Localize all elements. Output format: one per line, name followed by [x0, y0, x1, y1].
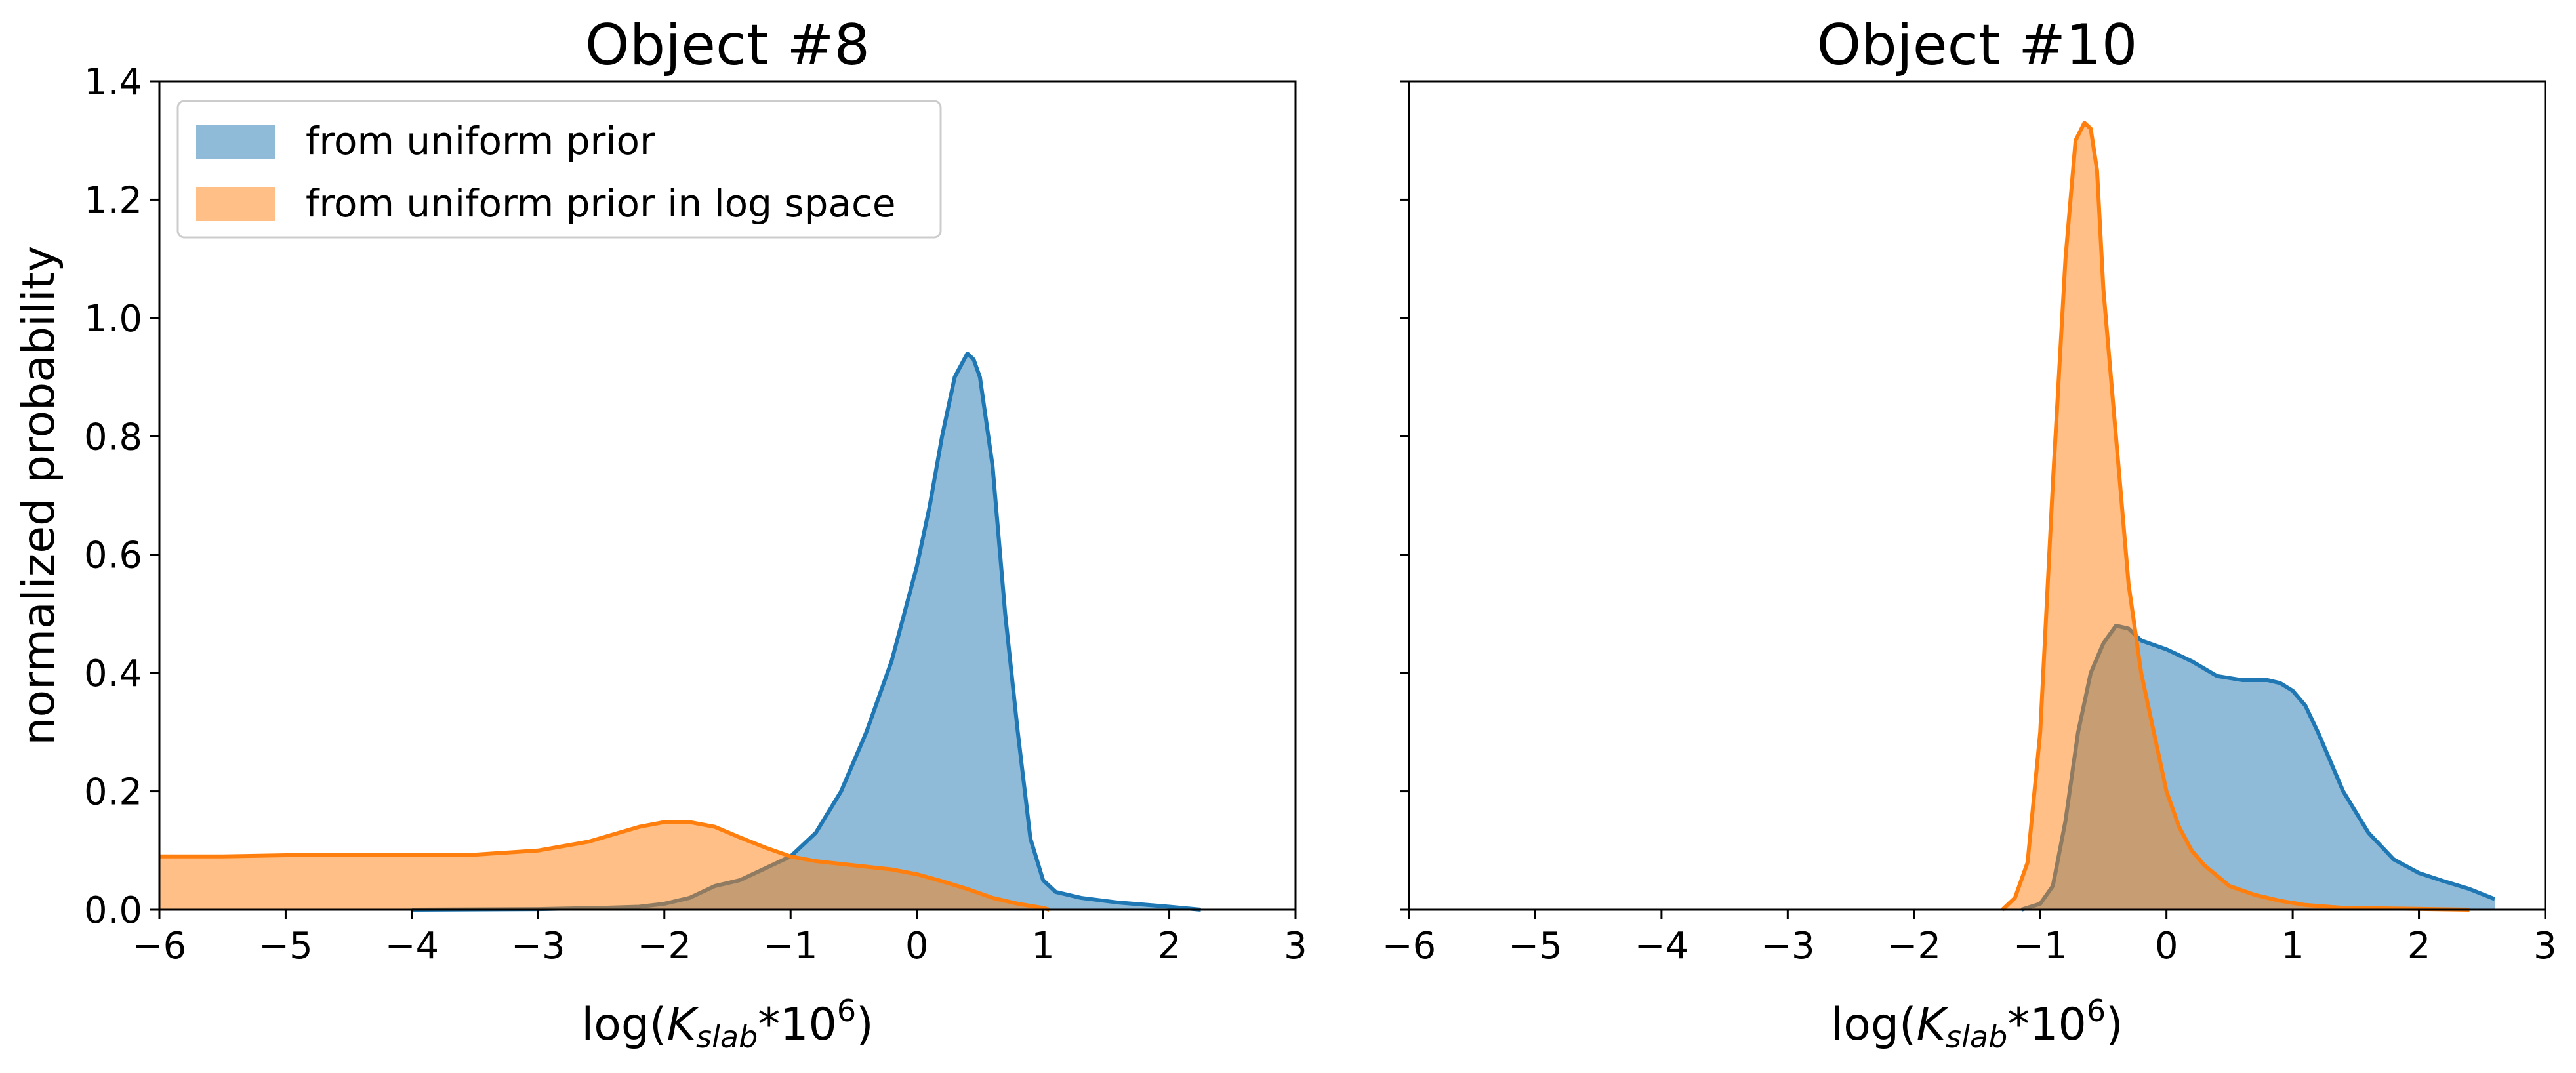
x-tick-label: −3	[511, 925, 565, 967]
legend-swatch-2	[196, 187, 275, 221]
series-area-2	[159, 822, 1050, 910]
x-tick-label: 0	[2155, 925, 2178, 967]
x-tick-label: −4	[1635, 925, 1689, 967]
x-tick-label: −1	[2013, 925, 2068, 967]
series-line-1	[411, 351, 1201, 912]
x-label-mid: *10	[2007, 999, 2087, 1051]
x-label-symbol: K	[1917, 999, 1950, 1051]
x-tick-label: 1	[1031, 925, 1055, 967]
y-tick-label: 0.2	[84, 771, 142, 814]
x-axis-label: log(Kslab*106)	[581, 993, 873, 1055]
x-tick-label: −5	[1508, 925, 1563, 967]
axes-frame	[158, 80, 1297, 911]
x-label-symbol: K	[667, 999, 700, 1051]
x-tick-label: 1	[2281, 925, 2304, 967]
chart-title: Object #10	[1817, 12, 2138, 78]
x-label-suffix: )	[856, 999, 874, 1051]
legend-label-2: from uniform prior in log space	[306, 181, 896, 226]
series-line-2	[2001, 121, 2470, 912]
x-label-superscript: 6	[2087, 993, 2106, 1028]
y-tick-label: 0.8	[84, 416, 142, 458]
x-label-suffix: )	[2106, 999, 2123, 1051]
legend-box	[176, 100, 942, 239]
y-tick-label: 0.4	[84, 653, 142, 695]
x-tick-label: −5	[258, 925, 313, 967]
series-area-2	[2002, 123, 2470, 910]
x-tick-label: 2	[2407, 925, 2431, 967]
x-label-subscript: slab	[1946, 1019, 2007, 1055]
x-label-prefix: log(	[581, 999, 666, 1051]
x-tick-label: −6	[133, 925, 187, 967]
x-tick-label: −6	[1382, 925, 1437, 967]
y-axis-label: normalized probability	[13, 245, 65, 745]
series-line-2	[159, 820, 1050, 912]
x-label-superscript: 6	[837, 993, 856, 1028]
y-tick-label: 1.2	[84, 179, 142, 222]
x-tick-label: −4	[385, 925, 440, 967]
x-tick-label: 0	[905, 925, 929, 967]
x-label-prefix: log(	[1831, 999, 1916, 1051]
legend-label-1: from uniform prior	[306, 119, 655, 163]
legend: from uniform prior from uniform prior in …	[176, 100, 942, 239]
chart-title: Object #8	[585, 12, 870, 78]
x-tick-label: 3	[2533, 925, 2557, 967]
chart-panel-2: −6 −5 −4 −3 −2 −1 0 1 2 3 Object #10 log(Kslab*106)	[1382, 12, 2557, 1055]
y-tick-label: 0.0	[84, 889, 142, 932]
y-tick-label: 1.0	[84, 298, 142, 340]
x-tick-label: 2	[1158, 925, 1181, 967]
x-tick-label: −2	[637, 925, 691, 967]
legend-swatch-1	[196, 125, 275, 159]
axes-frame	[1408, 80, 2546, 911]
x-tick-label: 3	[1284, 925, 1307, 967]
y-tick-label: 1.4	[84, 61, 142, 104]
x-axis-label: log(Kslab*106)	[1831, 993, 2123, 1055]
x-tick-label: −2	[1887, 925, 1941, 967]
x-label-mid: *10	[758, 999, 837, 1051]
chart-panel-1: −6 −5 −4 −3 −2 −1 0 1 2 3 0.0 0.2 0.4 0.6 0.8 1.0 1.2 1.4…	[13, 12, 1307, 1055]
x-tick-label: −3	[1761, 925, 1815, 967]
series-area-1	[411, 353, 1201, 910]
x-tick-label: −1	[764, 925, 818, 967]
x-label-subscript: slab	[696, 1019, 758, 1055]
y-tick-label: 0.6	[84, 535, 142, 577]
